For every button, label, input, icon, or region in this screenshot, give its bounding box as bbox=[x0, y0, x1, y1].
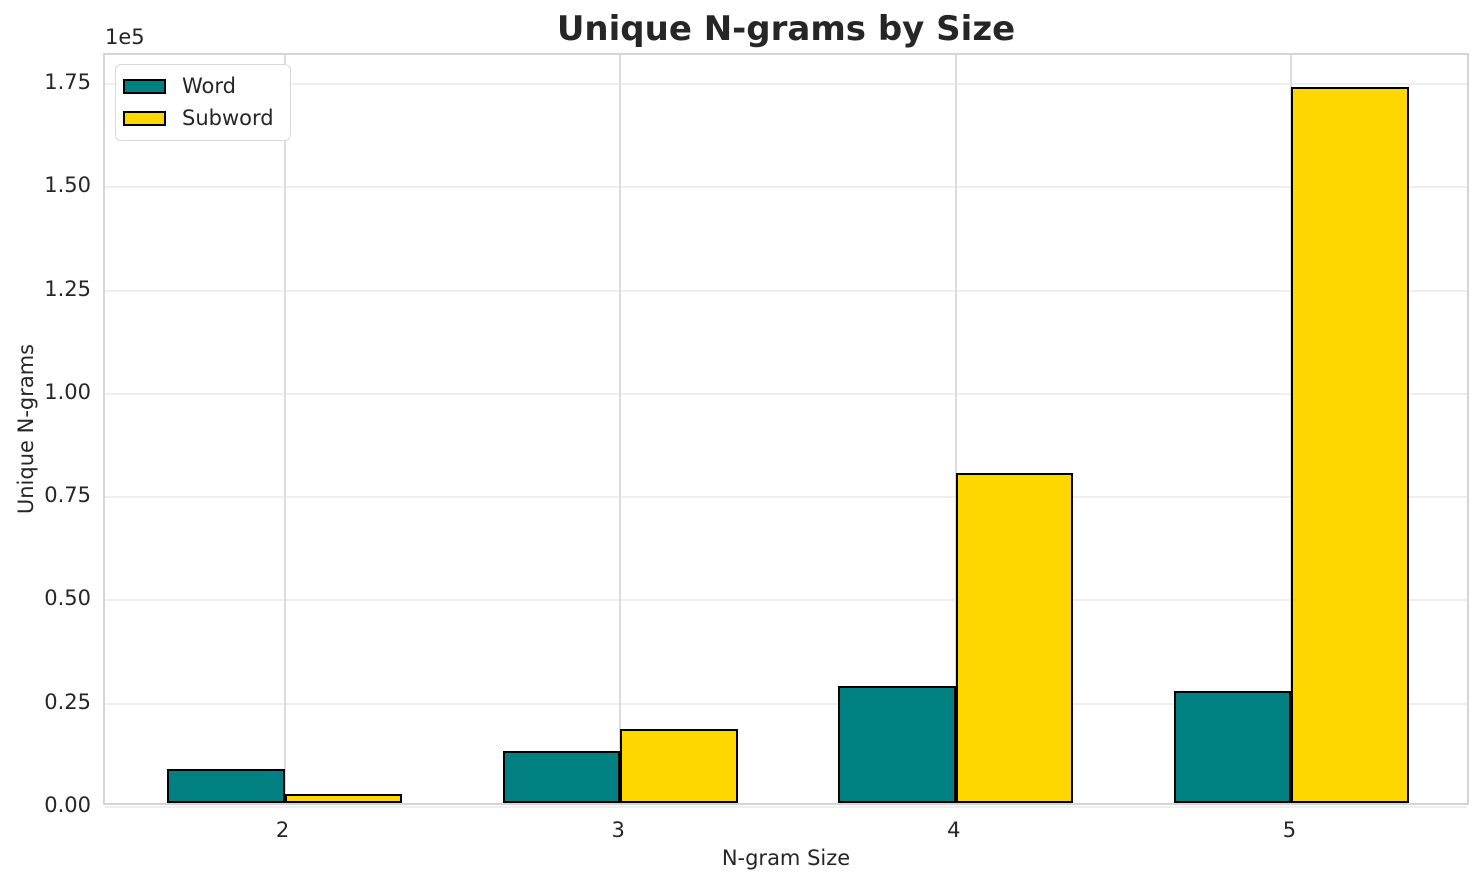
y-gridline bbox=[105, 599, 1467, 602]
y-gridline bbox=[105, 289, 1467, 292]
chart-title: Unique N-grams by Size bbox=[556, 9, 1016, 49]
y-tick-label: 0.75 bbox=[44, 483, 91, 508]
y-tick-label: 1.25 bbox=[44, 276, 91, 301]
y-tick-label: 1.00 bbox=[44, 379, 91, 404]
bar-word-3 bbox=[502, 750, 621, 803]
bar-subword-5 bbox=[1291, 86, 1409, 803]
y-tick-label: 0.00 bbox=[44, 793, 91, 817]
y-tick-label: 1.75 bbox=[44, 69, 91, 94]
legend-label: Word bbox=[182, 74, 236, 98]
y-tick-label: 1.50 bbox=[44, 173, 91, 198]
x-axis-label: N-gram Size bbox=[721, 846, 851, 870]
x-tick-label: 3 bbox=[611, 818, 625, 842]
x-gridline bbox=[619, 55, 622, 803]
bar-subword-4 bbox=[955, 472, 1074, 803]
subword-swatch bbox=[123, 111, 166, 126]
x-gridline bbox=[283, 55, 286, 803]
y-tick-label: 0.25 bbox=[44, 689, 91, 714]
legend-item-subword: Subword bbox=[123, 106, 274, 131]
bar-word-4 bbox=[838, 685, 956, 803]
word-swatch bbox=[123, 79, 166, 94]
bar-subword-3 bbox=[620, 728, 738, 803]
legend-item-word: Word bbox=[123, 74, 274, 99]
legend-label: Subword bbox=[182, 106, 274, 130]
y-gridline bbox=[105, 186, 1467, 189]
x-tick-label: 5 bbox=[1282, 818, 1297, 842]
y-gridline bbox=[105, 806, 1467, 808]
plot-area bbox=[103, 53, 1469, 808]
y-gridline bbox=[105, 702, 1467, 705]
bar-subword-2 bbox=[284, 794, 403, 803]
x-tick-label: 4 bbox=[947, 818, 961, 842]
x-tick-label: 2 bbox=[275, 818, 290, 842]
x-gridline bbox=[954, 55, 957, 803]
legend: Word Subword bbox=[115, 64, 291, 141]
y-axis-offset-label: 1e5 bbox=[105, 25, 145, 49]
bar-word-2 bbox=[167, 769, 285, 803]
y-gridline bbox=[105, 82, 1467, 85]
y-gridline bbox=[105, 496, 1467, 499]
y-tick-label: 0.50 bbox=[44, 586, 91, 611]
bar-word-5 bbox=[1173, 690, 1292, 803]
y-gridline bbox=[105, 392, 1467, 395]
